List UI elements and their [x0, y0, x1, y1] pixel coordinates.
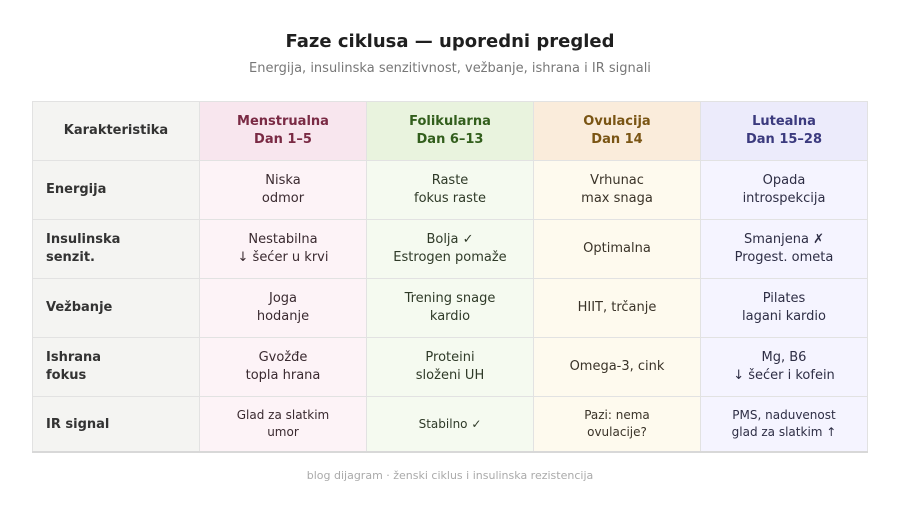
cell-line: HIIT, trčanje	[577, 300, 657, 315]
row-label: Vežbanje	[32, 278, 200, 338]
cell-line: odmor	[261, 191, 305, 206]
row-label: Energija	[32, 160, 200, 220]
corner-header: Karakteristika	[32, 101, 200, 161]
phase-header-luteal: Lutealna Dan 15–28	[700, 101, 868, 161]
cell-line: Vrhunac	[590, 173, 644, 188]
cell-line: max snaga	[581, 191, 653, 206]
cell-line: Gvožđe	[258, 350, 308, 365]
cycle-phases-table: Karakteristika Menstrualna Dan 1–5 Folik…	[32, 101, 868, 452]
table-cell: Stabilno ✓	[366, 396, 534, 452]
row-label: Insulinska senzit.	[32, 219, 200, 279]
table-row-energy: Energija Niska odmor Raste fokus raste V…	[32, 160, 868, 220]
table-row-ir-signal: IR signal Glad za slatkim umor Stabilno …	[32, 396, 868, 452]
table-cell: Pazi: nema ovulacije?	[533, 396, 701, 452]
table-cell: Trening snage kardio	[366, 278, 534, 338]
row-label-line: IR signal	[46, 416, 110, 432]
cell-line: ovulacije?	[587, 425, 647, 439]
cell-line: Opada	[762, 173, 806, 188]
cell-line: ↓ šećer u krvi	[237, 250, 329, 265]
table-bottom-divider	[32, 451, 868, 453]
cell-line: PMS, naduvenost	[732, 408, 836, 422]
cell-line: glad za slatkim ↑	[731, 425, 837, 439]
cell-line: Joga	[268, 291, 297, 306]
table-cell: Niska odmor	[199, 160, 367, 220]
cell-line: Proteini	[425, 350, 475, 365]
table-cell: HIIT, trčanje	[533, 278, 701, 338]
table-cell: Raste fokus raste	[366, 160, 534, 220]
row-label-line: senzit.	[46, 250, 95, 265]
cell-line: složeni UH	[415, 368, 485, 383]
cell-line: Niska	[265, 173, 301, 188]
table-row-exercise: Vežbanje Joga hodanje Trening snage kard…	[32, 278, 868, 338]
table-cell: Omega-3, cink	[533, 337, 701, 397]
cell-line: Raste	[431, 173, 469, 188]
cell-line: topla hrana	[245, 368, 321, 383]
table-cell: PMS, naduvenost glad za slatkim ↑	[700, 396, 868, 452]
cell-line: Bolja ✓	[426, 232, 474, 247]
cell-line: Smanjena ✗	[744, 232, 824, 247]
cell-line: introspekcija	[742, 191, 826, 206]
cell-line: kardio	[429, 309, 471, 324]
footer-caption: blog dijagram · ženski ciklus i insulins…	[306, 469, 594, 482]
table-row-nutrition: Ishrana fokus Gvožđe topla hrana Protein…	[32, 337, 868, 397]
cell-line: Omega-3, cink	[569, 359, 665, 374]
page-title: Faze ciklusa — uporedni pregled	[285, 31, 615, 52]
cell-line: lagani kardio	[742, 309, 826, 324]
row-label: IR signal	[32, 396, 200, 452]
cell-line: Pazi: nema	[584, 408, 650, 422]
table-row-insulin-sensitivity: Insulinska senzit. Nestabilna ↓ šećer u …	[32, 219, 868, 279]
table-cell: Mg, B6 ↓ šećer i kofein	[700, 337, 868, 397]
table-cell: Proteini složeni UH	[366, 337, 534, 397]
phase-days: Dan 14	[591, 132, 643, 147]
cell-line: hodanje	[256, 309, 310, 324]
cell-line: fokus raste	[414, 191, 486, 206]
phase-header-menstrual: Menstrualna Dan 1–5	[199, 101, 367, 161]
cell-line: umor	[267, 425, 299, 439]
table-cell: Opada introspekcija	[700, 160, 868, 220]
cell-line: Trening snage	[404, 291, 496, 306]
phase-name: Ovulacija	[583, 114, 651, 129]
phase-name: Menstrualna	[237, 114, 329, 129]
row-label-line: fokus	[46, 368, 87, 383]
table-cell: Bolja ✓ Estrogen pomaže	[366, 219, 534, 279]
phase-name: Folikularna	[409, 114, 491, 129]
cell-line: Progest. ometa	[734, 250, 834, 265]
cell-line: Estrogen pomaže	[393, 250, 507, 265]
page-subtitle: Energija, insulinska senzitivnost, vežba…	[249, 61, 651, 76]
cell-line: Mg, B6	[761, 350, 807, 365]
phase-days: Dan 6–13	[416, 132, 484, 147]
table-cell: Joga hodanje	[199, 278, 367, 338]
cell-line: Stabilno ✓	[418, 416, 482, 431]
table-cell: Nestabilna ↓ šećer u krvi	[199, 219, 367, 279]
cell-line: Nestabilna	[248, 232, 318, 247]
row-label-line: Insulinska	[46, 232, 121, 247]
phase-days: Dan 1–5	[254, 132, 312, 147]
row-label-line: Ishrana	[46, 350, 102, 365]
table-cell: Glad za slatkim umor	[199, 396, 367, 452]
table-cell: Pilates lagani kardio	[700, 278, 868, 338]
phase-header-follicular: Folikularna Dan 6–13	[366, 101, 534, 161]
row-label-line: Vežbanje	[46, 300, 113, 315]
cell-line: ↓ šećer i kofein	[733, 368, 835, 383]
cell-line: Optimalna	[583, 241, 651, 256]
phase-name: Lutealna	[752, 114, 816, 129]
table-cell: Optimalna	[533, 219, 701, 279]
row-label: Ishrana fokus	[32, 337, 200, 397]
phase-header-ovulation: Ovulacija Dan 14	[533, 101, 701, 161]
table-cell: Smanjena ✗ Progest. ometa	[700, 219, 868, 279]
table-cell: Gvožđe topla hrana	[199, 337, 367, 397]
cell-line: Glad za slatkim	[236, 408, 330, 422]
phase-days: Dan 15–28	[745, 132, 823, 147]
row-label-line: Energija	[46, 182, 107, 197]
table-cell: Vrhunac max snaga	[533, 160, 701, 220]
table-header-row: Karakteristika Menstrualna Dan 1–5 Folik…	[32, 101, 868, 161]
cell-line: Pilates	[762, 291, 806, 306]
